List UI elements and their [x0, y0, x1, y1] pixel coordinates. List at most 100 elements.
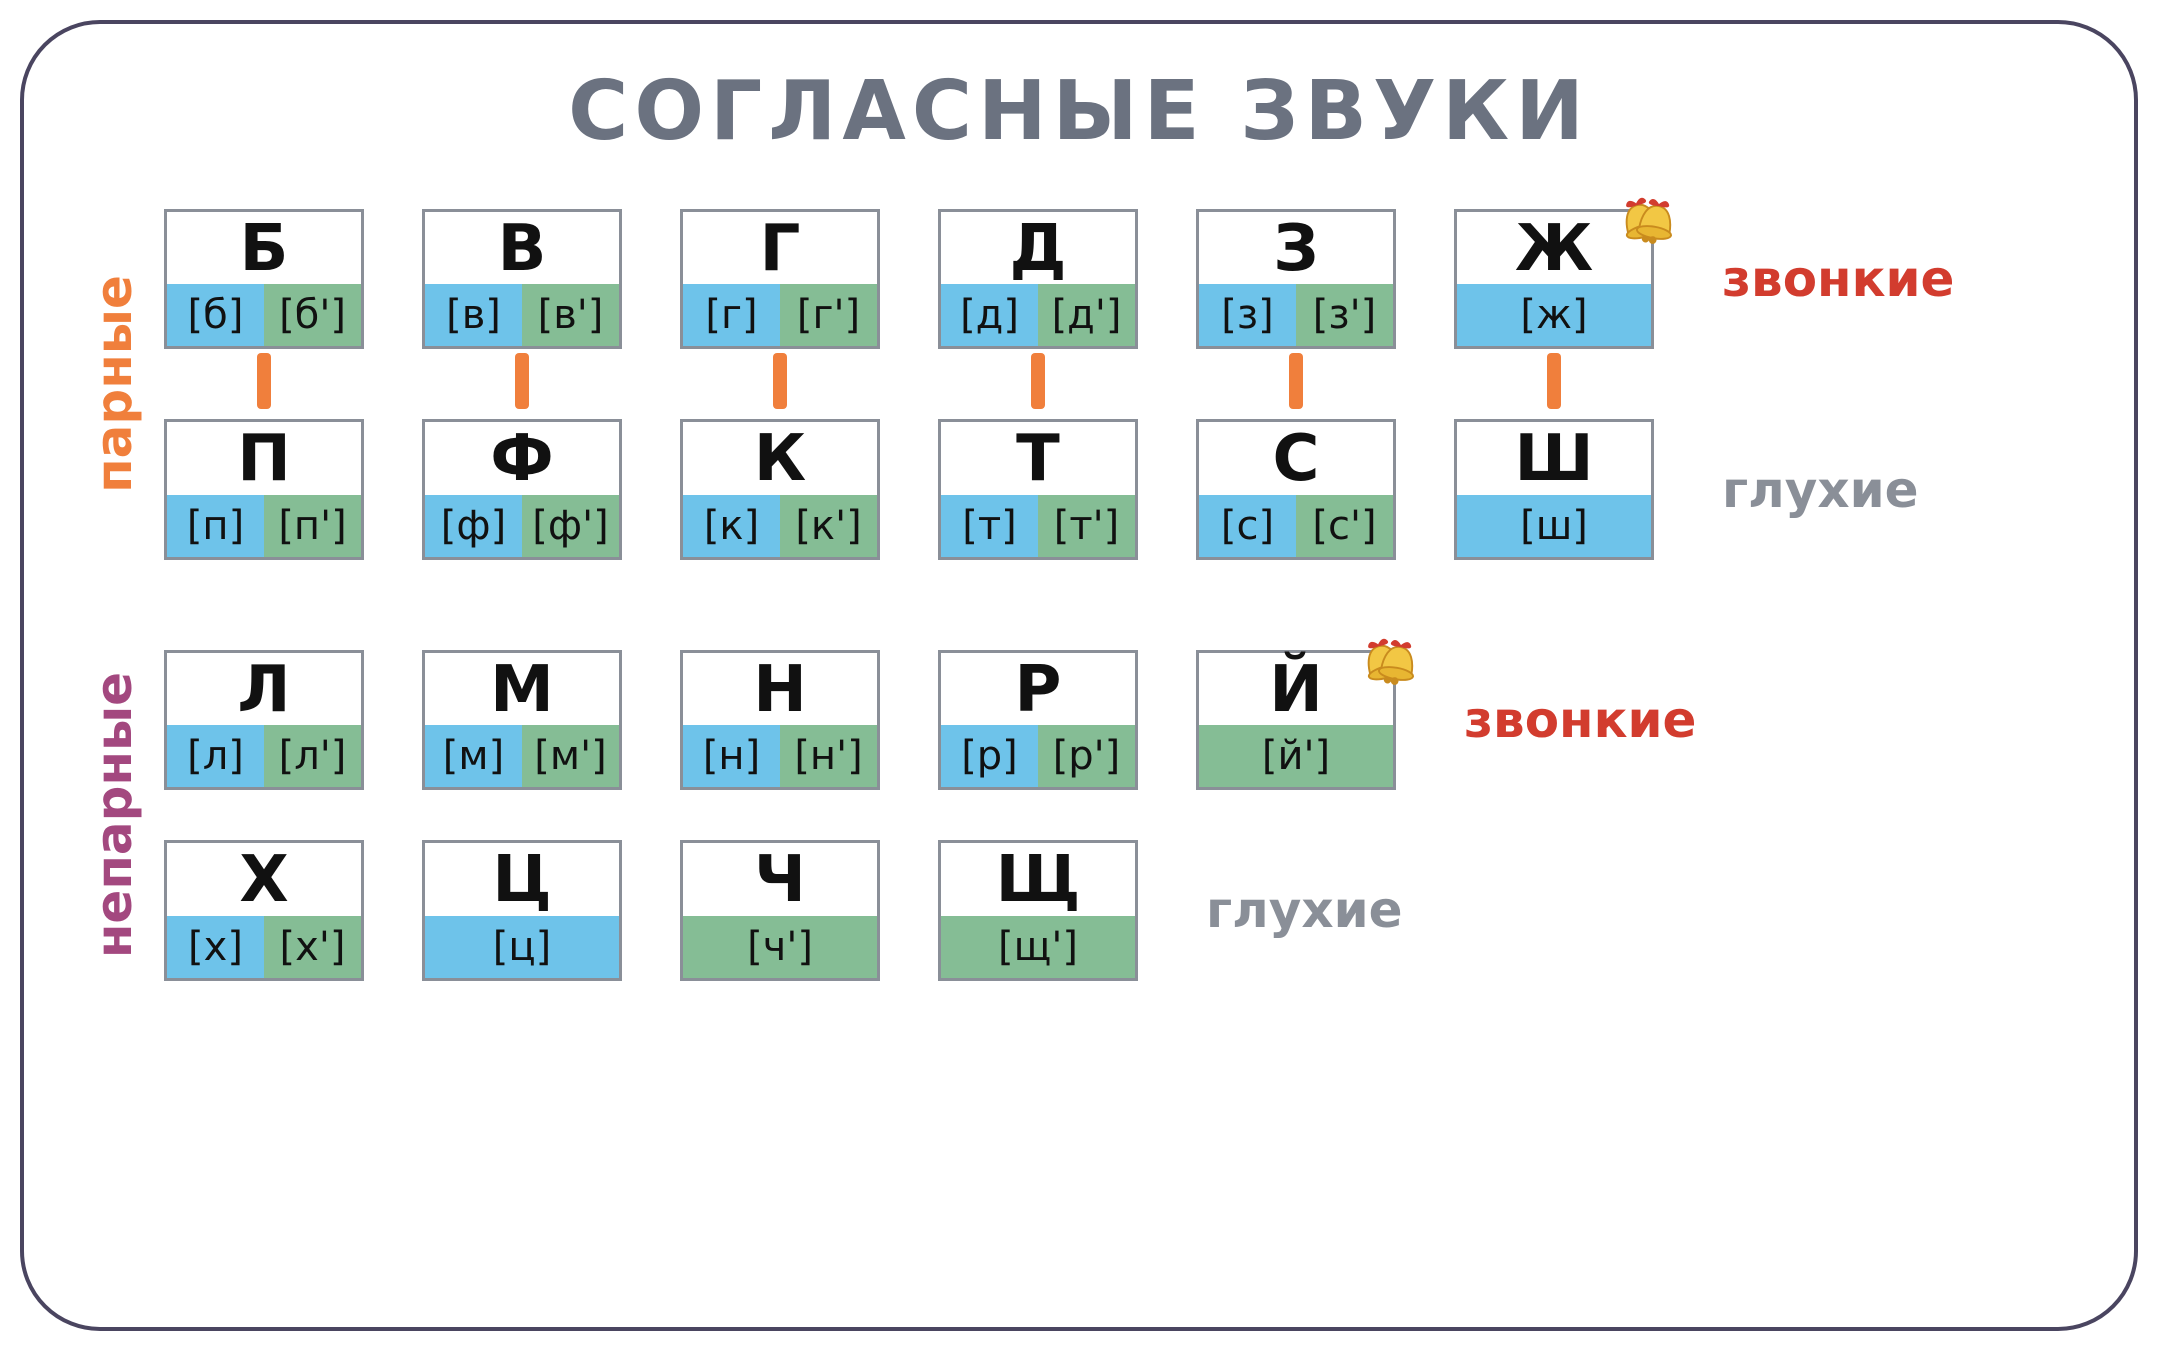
pair-connector — [1547, 353, 1561, 409]
pair-connector — [1031, 353, 1045, 409]
phoneme-row: [ф][ф'] — [425, 495, 619, 557]
consonant-card: Ш[ш] — [1454, 419, 1654, 559]
phoneme-hard: [к] — [683, 495, 780, 557]
phoneme-soft: [с'] — [1296, 495, 1393, 557]
card-letter: Ч — [683, 843, 877, 915]
card-letter: Л — [167, 653, 361, 725]
consonant-card: Н[н][н'] — [680, 650, 880, 790]
card-letter: Т — [941, 422, 1135, 494]
phoneme-row: [п][п'] — [167, 495, 361, 557]
row-paired-voiced: Б[б][б'] В[в][в'] Г[г][г'] Д[д][д'] З[з][з']… — [164, 209, 2074, 349]
phoneme-row: [б][б'] — [167, 284, 361, 346]
phoneme-hard: [б] — [167, 284, 264, 346]
phoneme-soft: [к'] — [780, 495, 877, 557]
card-letter: В — [425, 212, 619, 284]
consonant-card: Д[д][д'] — [938, 209, 1138, 349]
card-letter: Р — [941, 653, 1135, 725]
card-letter: Н — [683, 653, 877, 725]
card-letter: К — [683, 422, 877, 494]
consonant-card: Б[б][б'] — [164, 209, 364, 349]
phoneme-hard: [л] — [167, 725, 264, 787]
phoneme-row: [к][к'] — [683, 495, 877, 557]
row-unpaired-voiceless: Х[х][х'] Ц[ц] Ч[ч'] Щ[щ'] глухие — [164, 840, 2074, 980]
phoneme-row: [ч'] — [683, 916, 877, 978]
consonant-card: Г[г][г'] — [680, 209, 880, 349]
phoneme-soft: [н'] — [780, 725, 877, 787]
card-letter: З — [1199, 212, 1393, 284]
section-paired: парные Б[б][б'] В[в][в'] Г[г][г'] Д[д][д'] З… — [84, 209, 2074, 560]
card-letter: Д — [941, 212, 1135, 284]
consonant-card: Т[т][т'] — [938, 419, 1138, 559]
phoneme-hard: [з] — [1199, 284, 1296, 346]
section-unpaired: непарные Л[л][л'] М[м][м'] Н[н][н'] Р[р][р'… — [84, 650, 2074, 981]
phoneme-soft: [ф'] — [522, 495, 619, 557]
phoneme-hard: [с] — [1199, 495, 1296, 557]
label-voiceless: глухие — [1722, 461, 1919, 519]
card-letter: Ф — [425, 422, 619, 494]
consonant-card: Х[х][х'] — [164, 840, 364, 980]
card-letter: С — [1199, 422, 1393, 494]
consonant-card: Ф[ф][ф'] — [422, 419, 622, 559]
phoneme-soft: [х'] — [264, 916, 361, 978]
phoneme-row: [г][г'] — [683, 284, 877, 346]
phoneme-soft: [т'] — [1038, 495, 1135, 557]
phoneme-soft: [б'] — [264, 284, 361, 346]
card-letter: Х — [167, 843, 361, 915]
consonant-card: В[в][в'] — [422, 209, 622, 349]
phoneme-row: [н][н'] — [683, 725, 877, 787]
label-voiceless: глухие — [1206, 881, 1403, 939]
phoneme-hard: [д] — [941, 284, 1038, 346]
consonant-card: Ч[ч'] — [680, 840, 880, 980]
consonant-card: М[м][м'] — [422, 650, 622, 790]
row-unpaired-voiced: Л[л][л'] М[м][м'] Н[н][н'] Р[р][р'] Й[й'] зв… — [164, 650, 2074, 790]
label-paired: парные — [85, 276, 143, 494]
consonant-card: Й[й'] — [1196, 650, 1396, 790]
row-paired-voiceless: П[п][п'] Ф[ф][ф'] К[к][к'] Т[т][т'] С[с][с']… — [164, 419, 2074, 559]
phoneme-hard: [н] — [683, 725, 780, 787]
consonant-card: К[к][к'] — [680, 419, 880, 559]
bell-icon — [1595, 174, 1691, 270]
phoneme-hard: [ц] — [425, 916, 619, 978]
chart-frame: СОГЛАСНЫЕ ЗВУКИ парные Б[б][б'] В[в][в'] Г… — [20, 20, 2138, 1331]
phoneme-soft: [л'] — [264, 725, 361, 787]
phoneme-row: [ц] — [425, 916, 619, 978]
phoneme-row: [й'] — [1199, 725, 1393, 787]
consonant-card: Ц[ц] — [422, 840, 622, 980]
phoneme-row: [щ'] — [941, 916, 1135, 978]
card-letter: Щ — [941, 843, 1135, 915]
card-letter: Ц — [425, 843, 619, 915]
phoneme-soft: [щ'] — [941, 916, 1135, 978]
phoneme-soft: [р'] — [1038, 725, 1135, 787]
consonant-card: З[з][з'] — [1196, 209, 1396, 349]
phoneme-hard: [ф] — [425, 495, 522, 557]
phoneme-row: [м][м'] — [425, 725, 619, 787]
phoneme-hard: [г] — [683, 284, 780, 346]
consonant-card: Л[л][л'] — [164, 650, 364, 790]
pair-connector — [1289, 353, 1303, 409]
phoneme-hard: [ж] — [1457, 284, 1651, 346]
phoneme-hard: [в] — [425, 284, 522, 346]
phoneme-soft: [ч'] — [683, 916, 877, 978]
bell-icon — [1337, 615, 1433, 711]
phoneme-soft: [м'] — [522, 725, 619, 787]
card-letter: Г — [683, 212, 877, 284]
label-voiced: звонкие — [1464, 691, 1696, 749]
content: парные Б[б][б'] В[в][в'] Г[г][г'] Д[д][д'] З… — [84, 209, 2074, 981]
phoneme-row: [ш] — [1457, 495, 1651, 557]
phoneme-row: [р][р'] — [941, 725, 1135, 787]
phoneme-row: [т][т'] — [941, 495, 1135, 557]
consonant-card: Ж[ж] — [1454, 209, 1654, 349]
phoneme-soft: [й'] — [1199, 725, 1393, 787]
phoneme-soft: [п'] — [264, 495, 361, 557]
label-unpaired: непарные — [85, 672, 143, 958]
card-letter: П — [167, 422, 361, 494]
pair-connector — [257, 353, 271, 409]
phoneme-hard: [п] — [167, 495, 264, 557]
card-letter: Б — [167, 212, 361, 284]
card-letter: М — [425, 653, 619, 725]
page-title: СОГЛАСНЫЕ ЗВУКИ — [84, 64, 2074, 159]
consonant-card: Щ[щ'] — [938, 840, 1138, 980]
phoneme-soft: [д'] — [1038, 284, 1135, 346]
consonant-card: П[п][п'] — [164, 419, 364, 559]
card-letter: Ш — [1457, 422, 1651, 494]
